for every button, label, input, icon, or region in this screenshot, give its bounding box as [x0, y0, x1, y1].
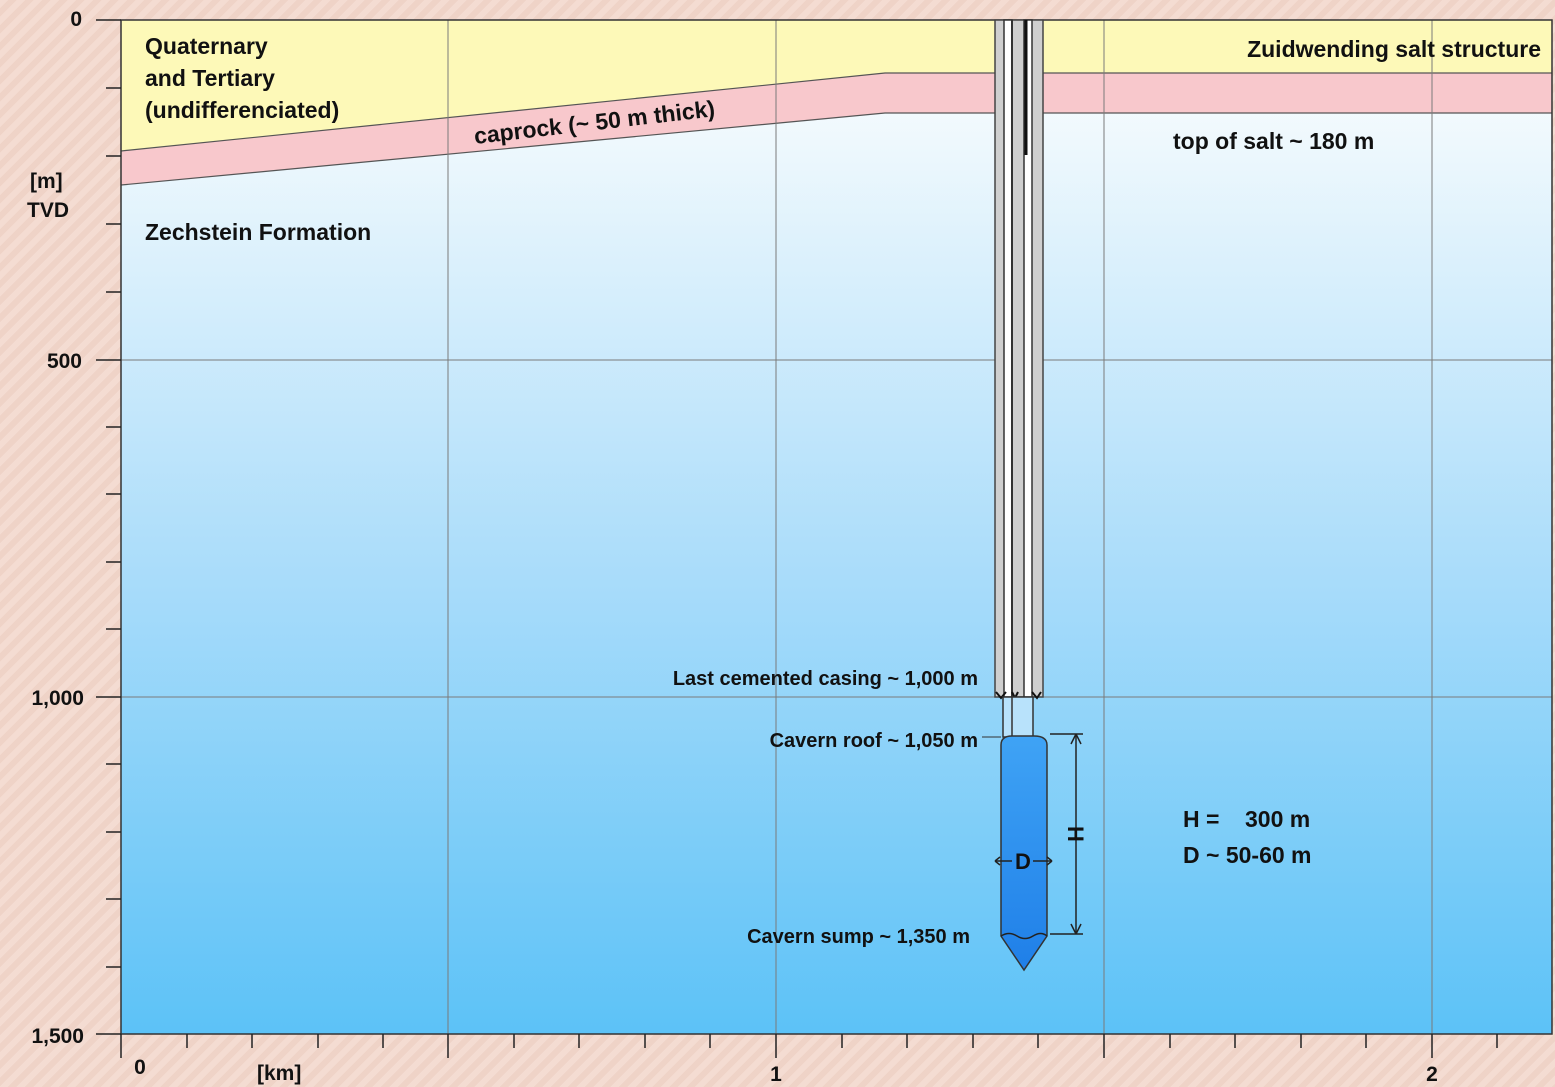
x-tick-0: 0 — [134, 1056, 146, 1079]
x-axis-unit: [km] — [257, 1062, 301, 1085]
y-tick-1500: 1,500 — [31, 1025, 84, 1048]
salt-structure-label: Zuidwending salt structure — [1247, 36, 1541, 62]
inner-casing-left — [1003, 19, 1013, 698]
quaternary-label-2: and Tertiary — [145, 65, 275, 91]
x-tick-1: 1 — [770, 1063, 782, 1086]
y-tick-0: 0 — [70, 8, 82, 31]
outer-casing — [994, 19, 1044, 698]
open-hole-neck — [1002, 696, 1034, 738]
caprock-layer — [121, 73, 1552, 185]
d-marker — [994, 856, 1053, 866]
y-tick-500: 500 — [47, 350, 82, 373]
plot-border — [120, 19, 1553, 1035]
zechstein-label: Zechstein Formation — [145, 219, 371, 245]
quaternary-label-3: (undifferenciated) — [145, 97, 339, 123]
cavern — [1000, 735, 1048, 972]
grid — [121, 20, 1552, 1034]
h-symbol: H — [1063, 826, 1088, 842]
last-casing-label: Last cemented casing ~ 1,000 m — [673, 668, 978, 690]
quaternary-layer — [121, 20, 1552, 151]
cavern-sump-line — [1000, 932, 1048, 940]
h-dimension — [1050, 733, 1083, 935]
y-axis-unit: [m] — [30, 170, 63, 193]
caprock-bottom-line — [120, 112, 1552, 186]
h-value-label: H = 300 m — [1183, 806, 1310, 832]
quaternary-label-1: Quaternary — [145, 33, 268, 59]
caprock-top-line — [120, 72, 1552, 152]
d-value-label: D ~ 50-60 m — [1183, 842, 1312, 868]
x-axis — [120, 1034, 1498, 1058]
x-tick-2: 2 — [1426, 1063, 1438, 1086]
y-axis-tvd: TVD — [27, 199, 69, 222]
cavern-roof-label: Cavern roof ~ 1,050 m — [770, 730, 978, 752]
y-tick-1000: 1,000 — [31, 687, 84, 710]
cavern-sump-label: Cavern sump ~ 1,350 m — [747, 926, 970, 948]
d-symbol: D — [1015, 849, 1031, 874]
top-of-salt-label: top of salt ~ 180 m — [1173, 128, 1374, 154]
salt-background — [121, 20, 1552, 1034]
y-axis — [96, 19, 121, 1035]
